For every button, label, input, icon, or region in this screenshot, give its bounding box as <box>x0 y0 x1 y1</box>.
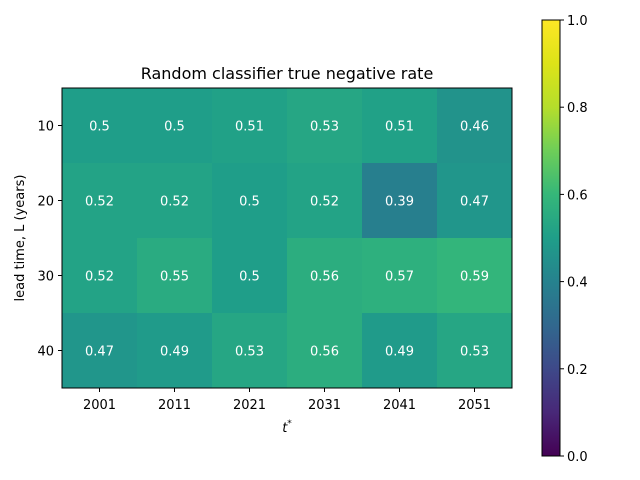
x-tick-label: 2011 <box>158 398 191 413</box>
heatmap-cell <box>287 88 363 164</box>
cell-value-label: 0.46 <box>460 120 489 135</box>
x-tick-label: 2031 <box>308 398 341 413</box>
cell-value-label: 0.5 <box>239 195 260 210</box>
heatmap-cell <box>437 313 513 389</box>
colorbar-ticks: 0.0 0.2 0.4 0.6 0.8 1.0 <box>560 14 588 465</box>
cell-value-label: 0.5 <box>239 270 260 285</box>
heatmap-cell <box>212 88 288 164</box>
cell-value-label: 0.47 <box>460 195 489 210</box>
chart-title: Random classifier true negative rate <box>141 64 434 83</box>
plot-frame <box>61 87 513 389</box>
y-tick-label: 40 <box>37 345 54 360</box>
x-axis-title-superscript: * <box>287 419 292 429</box>
cell-value-label: 0.59 <box>460 270 489 285</box>
heatmap-cell <box>137 163 213 239</box>
x-axis-title: t* <box>282 419 292 436</box>
colorbar-tick-label: 1.0 <box>567 14 588 29</box>
colorbar-tick-label: 0.8 <box>567 101 588 116</box>
heatmap-cell <box>287 238 363 314</box>
cell-value-label: 0.5 <box>164 120 185 135</box>
colorbar-tick-label: 0.6 <box>567 188 588 203</box>
colorbar-tick-label: 0.4 <box>567 276 588 291</box>
x-tick-label: 2051 <box>458 398 491 413</box>
heatmap-cell <box>362 88 438 164</box>
cell-value-label: 0.51 <box>385 120 414 135</box>
colorbar-tick-label: 0.2 <box>567 363 588 378</box>
heatmap-cell <box>137 88 213 164</box>
cell-value-label: 0.57 <box>385 270 414 285</box>
cell-value-label: 0.53 <box>310 120 339 135</box>
y-axis-title: lead time, L (years) <box>13 175 28 302</box>
x-axis: 2001 2011 2021 2031 2041 2051 <box>83 388 491 413</box>
y-tick-label: 30 <box>37 270 54 285</box>
y-tick-label: 10 <box>37 120 54 135</box>
heatmap-cell <box>437 163 513 239</box>
x-axis-title-text: t <box>282 421 288 436</box>
heatmap-cell <box>62 238 138 314</box>
x-tick-label: 2041 <box>383 398 416 413</box>
heatmap-cell <box>62 163 138 239</box>
heatmap-cell <box>212 163 288 239</box>
heatmap-cell <box>137 313 213 389</box>
cell-value-label: 0.52 <box>85 270 114 285</box>
heatmap-cells: 0.5 0.5 0.51 0.53 0.51 0.46 0.52 0.52 0.5 0.52 0.3… <box>62 88 513 389</box>
cell-value-label: 0.52 <box>160 195 189 210</box>
cell-value-label: 0.53 <box>235 345 264 360</box>
cell-value-label: 0.53 <box>460 345 489 360</box>
colorbar-gradient <box>541 19 561 457</box>
y-axis: 10 20 30 40 <box>37 120 62 360</box>
colorbar: 0.0 0.2 0.4 0.6 0.8 1.0 <box>541 14 588 465</box>
cell-value-label: 0.56 <box>310 345 339 360</box>
cell-value-label: 0.52 <box>85 195 114 210</box>
heatmap-cell <box>212 238 288 314</box>
cell-value-label: 0.47 <box>85 345 114 360</box>
cell-value-label: 0.49 <box>385 345 414 360</box>
heatmap-cell <box>362 163 438 239</box>
cell-value-label: 0.52 <box>310 195 339 210</box>
cell-value-label: 0.56 <box>310 270 339 285</box>
x-tick-label: 2001 <box>83 398 116 413</box>
cell-value-label: 0.49 <box>160 345 189 360</box>
heatmap-cell <box>362 238 438 314</box>
cell-value-label: 0.55 <box>160 270 189 285</box>
heatmap-cell <box>287 163 363 239</box>
heatmap-cell <box>212 313 288 389</box>
cell-value-label: 0.51 <box>235 120 264 135</box>
cell-value-label: 0.39 <box>385 195 414 210</box>
x-tick-label: 2021 <box>233 398 266 413</box>
heatmap-cell <box>437 238 513 314</box>
heatmap-cell <box>287 313 363 389</box>
heatmap-cell <box>437 88 513 164</box>
cell-value-label: 0.5 <box>89 120 110 135</box>
colorbar-tick-label: 0.0 <box>567 450 588 465</box>
heatmap-cell <box>362 313 438 389</box>
y-tick-label: 20 <box>37 195 54 210</box>
heatmap-cell <box>137 238 213 314</box>
heatmap-cell <box>62 88 138 164</box>
heatmap-cell <box>62 313 138 389</box>
